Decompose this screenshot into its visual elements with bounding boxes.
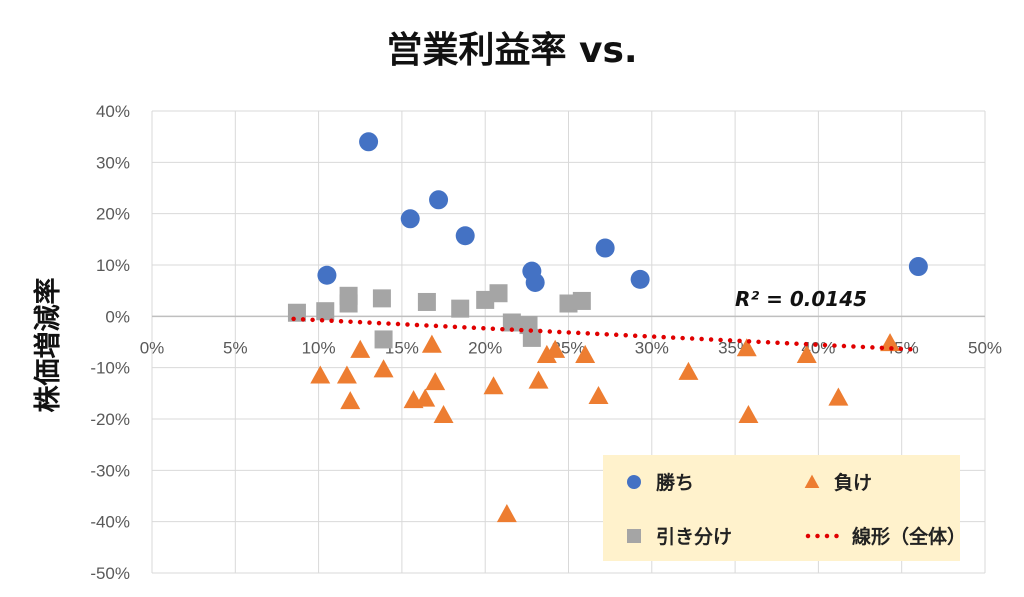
x-tick-label: 50% [968,338,1002,357]
triangle-point [373,359,394,378]
circle-point [317,265,337,285]
triangle-point [588,385,609,405]
triangle-point [738,404,759,424]
triangle-point [425,372,446,391]
circle-point [455,226,475,246]
triangle-point [340,391,361,410]
triangle-point [736,338,757,357]
triangle-point [433,404,454,424]
circle-point [630,269,650,289]
y-tick-label: 30% [96,153,130,172]
y-tick-label: 0% [105,307,130,326]
circle-point [429,190,449,210]
circle-point [525,272,545,292]
legend-label: 引き分け [656,526,732,548]
trendline-path [291,316,921,352]
square-point [374,330,393,349]
x-tick-labels: 0%5%10%15%20%25%30%35%40%45%50% [140,338,1002,357]
data-points [287,132,928,523]
triangle-point [496,504,517,523]
circle-point [908,257,928,277]
triangle-point [350,339,371,358]
triangle-point [545,339,566,358]
trendline [291,316,921,352]
legend-circle-icon [627,475,641,489]
gridlines [151,110,986,574]
square-point [417,292,436,311]
r-squared-label: R² = 0.0145 [735,287,867,311]
triangle-point [880,333,901,352]
triangle-point [483,376,504,395]
y-tick-label: -20% [90,410,130,429]
x-tick-label: 15% [385,338,419,357]
y-tick-labels: 40% 30% 20% 10% 0% -10% -20% -30% -40% -50% [90,102,130,583]
triangle-point [336,365,357,384]
triangle-point [536,344,557,363]
square-point [451,299,470,318]
x-tick-label: 30% [635,338,669,357]
x-tick-label: 0% [140,338,165,357]
circle-point [359,132,379,152]
y-tick-label: 10% [96,256,130,275]
square-point [316,302,335,321]
legend-triangle-icon [804,474,820,488]
x-tick-label: 10% [302,338,336,357]
legend-label: 線形（全体） [852,525,966,548]
y-tick-label: -40% [90,513,130,532]
triangle-point [796,344,817,363]
y-axis-label: 株価増減率 [32,278,64,413]
y-tick-label: 40% [96,102,130,121]
square-point [522,328,541,347]
y-tick-label: 20% [96,205,130,224]
triangle-point [421,334,442,353]
y-tick-label: -10% [90,359,130,378]
x-tick-label: 20% [468,338,502,357]
chart-title: 営業利益率 vs. [386,30,637,71]
square-point [489,284,508,303]
square-point [372,289,391,308]
triangle-point [575,344,596,363]
triangle-point [528,370,549,389]
triangle-point [415,388,436,407]
legend-label: 負け [834,471,872,494]
triangle-point [828,387,849,406]
x-tick-label: 5% [223,338,248,357]
square-point [339,294,358,313]
circle-point [595,238,615,258]
square-point [502,313,521,332]
legend-box [603,455,960,561]
legend-square-icon [627,529,641,543]
y-tick-label: -50% [90,564,130,583]
y-tick-label: -30% [90,461,130,480]
triangle-point [310,365,331,384]
triangle-point [678,361,699,380]
square-point [572,291,591,310]
circle-point [400,209,420,229]
legend-label: 勝ち [656,471,694,494]
